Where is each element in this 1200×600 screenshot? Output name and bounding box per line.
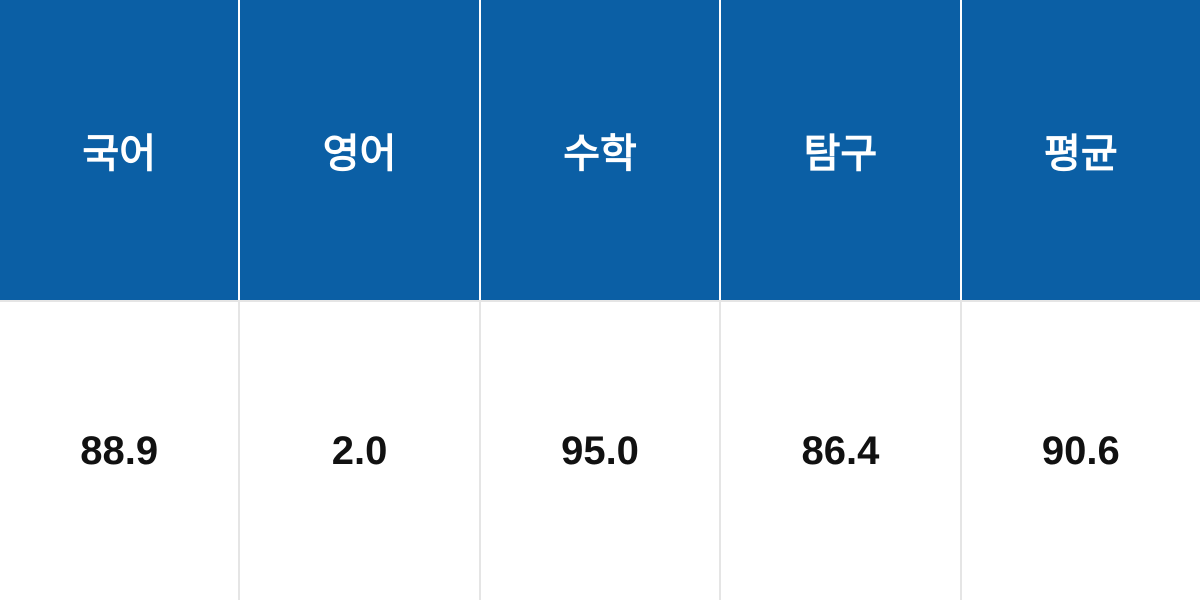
column-header: 국어 bbox=[0, 0, 240, 300]
table-header-row: 국어 영어 수학 탐구 평균 bbox=[0, 0, 1200, 300]
table-cell: 86.4 bbox=[721, 300, 961, 600]
table-cell: 95.0 bbox=[481, 300, 721, 600]
column-header-label: 탐구 bbox=[804, 121, 878, 179]
column-header-label: 국어 bbox=[82, 121, 156, 179]
table-cell-value: 90.6 bbox=[1042, 429, 1120, 474]
score-table: 국어 영어 수학 탐구 평균 88.9 2.0 95.0 86.4 90.6 bbox=[0, 0, 1200, 600]
column-header: 탐구 bbox=[721, 0, 961, 300]
table-cell-value: 95.0 bbox=[561, 429, 639, 474]
column-header: 영어 bbox=[240, 0, 480, 300]
table-cell-value: 2.0 bbox=[332, 429, 388, 474]
table-cell: 88.9 bbox=[0, 300, 240, 600]
table-cell-value: 86.4 bbox=[801, 429, 879, 474]
column-header-label: 수학 bbox=[563, 121, 637, 179]
column-header: 평균 bbox=[962, 0, 1200, 300]
column-header-label: 평균 bbox=[1044, 121, 1118, 179]
table-cell: 2.0 bbox=[240, 300, 480, 600]
column-header-label: 영어 bbox=[323, 121, 397, 179]
table-cell: 90.6 bbox=[962, 300, 1200, 600]
table-cell-value: 88.9 bbox=[80, 429, 158, 474]
column-header: 수학 bbox=[481, 0, 721, 300]
table-row: 88.9 2.0 95.0 86.4 90.6 bbox=[0, 300, 1200, 600]
